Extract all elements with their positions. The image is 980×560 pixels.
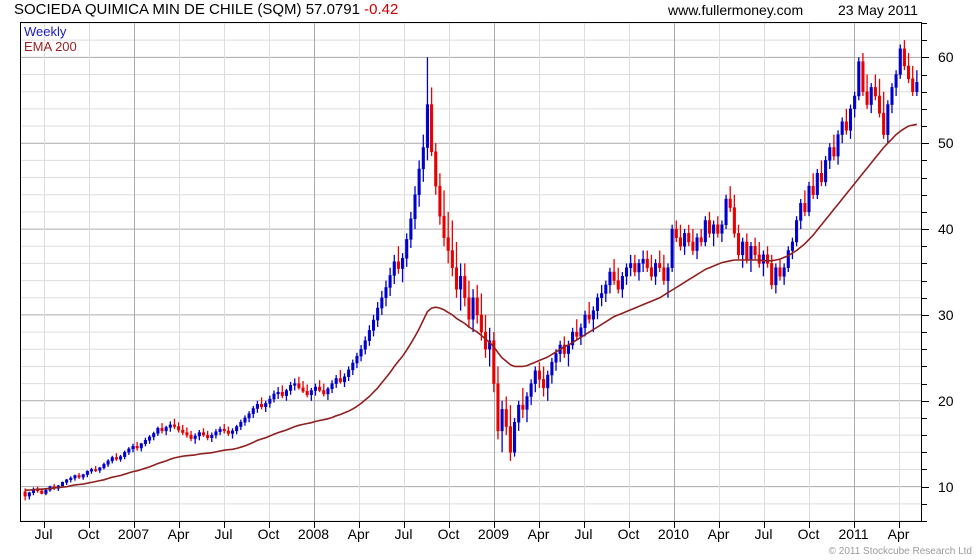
x-axis-tick: [404, 522, 405, 528]
chart-canvas-wrapper: [21, 23, 921, 521]
candlestick-chart-svg: [21, 23, 921, 521]
copyright-notice: © 2011 Stockcube Research Ltd: [828, 546, 972, 557]
x-axis-tick: [179, 522, 180, 528]
x-axis-label: Jul: [34, 526, 53, 542]
y-axis-tick: [922, 177, 927, 179]
y-axis-label: 50: [938, 135, 954, 152]
y-axis-tick: [922, 314, 929, 316]
x-axis-label: Oct: [437, 526, 460, 542]
chart-legend: Weekly EMA 200: [24, 24, 77, 54]
y-axis-tick: [922, 332, 927, 334]
x-axis-tick: [314, 522, 315, 528]
x-axis-tick: [764, 522, 765, 528]
x-axis-tick: [539, 522, 540, 528]
x-axis-label: Apr: [887, 526, 910, 542]
y-axis-tick: [922, 280, 927, 282]
x-axis-label: Apr: [347, 526, 370, 542]
y-axis-tick: [922, 366, 927, 368]
y-axis-tick: [922, 57, 929, 59]
x-axis-label: 2008: [297, 526, 330, 542]
x-axis-label: Jul: [574, 526, 593, 542]
y-axis-tick: [922, 23, 927, 24]
x-axis-tick: [854, 522, 855, 528]
y-axis-tick: [922, 521, 927, 522]
y-axis-tick: [922, 74, 927, 76]
x-axis-label: Oct: [257, 526, 280, 542]
x-axis-tick: [89, 522, 90, 528]
y-axis-label: 60: [938, 49, 954, 66]
x-axis-label: Oct: [797, 526, 820, 542]
x-axis-tick: [629, 522, 630, 528]
x-axis-label: 2011: [838, 526, 869, 542]
x-axis-tick: [584, 522, 585, 528]
x-axis-tick: [719, 522, 720, 528]
legend-item-ema200: EMA 200: [24, 39, 77, 54]
y-axis-tick: [922, 263, 927, 265]
instrument-name: SOCIEDA QUIMICA MIN DE CHILE (SQM): [14, 1, 302, 18]
y-axis-tick: [922, 452, 927, 454]
y-axis-tick: [922, 486, 929, 488]
y-axis-tick: [922, 108, 927, 110]
x-axis-tick: [674, 522, 675, 528]
x-axis-label: Oct: [617, 526, 640, 542]
x-axis-tick: [134, 522, 135, 528]
y-axis-tick: [922, 211, 927, 213]
x-axis-tick: [269, 522, 270, 528]
y-axis-tick: [922, 40, 927, 42]
x-axis-tick: [224, 522, 225, 528]
x-axis-label: 2007: [117, 526, 150, 542]
y-axis-tick: [922, 91, 927, 93]
last-price: 57.0791: [305, 1, 360, 18]
y-axis-label: 40: [938, 221, 954, 238]
y-axis-tick: [922, 503, 927, 505]
y-axis-label: 30: [938, 306, 954, 323]
y-axis-tick: [922, 297, 927, 299]
x-axis-label: 2009: [477, 526, 510, 542]
y-axis-tick: [922, 160, 927, 162]
y-axis-tick: [922, 246, 927, 248]
y-axis-tick: [922, 469, 927, 471]
x-axis-label: Apr: [707, 526, 730, 542]
chart-header: SOCIEDA QUIMICA MIN DE CHILE (SQM) 57.07…: [0, 0, 980, 22]
x-axis-label: Jul: [214, 526, 233, 542]
chart-date: 23 May 2011: [838, 2, 918, 18]
website-label: www.fullermoney.com: [668, 2, 804, 18]
x-axis-tick: [494, 522, 495, 528]
x-axis-label: Jul: [394, 526, 413, 542]
x-axis-label: 2010: [657, 526, 690, 542]
legend-item-weekly: Weekly: [24, 24, 67, 39]
x-axis-label: Jul: [754, 526, 773, 542]
y-axis-tick: [922, 194, 927, 196]
y-axis-tick: [922, 435, 927, 437]
x-axis-tick: [44, 522, 45, 528]
y-axis-tick: [922, 143, 929, 145]
x-axis-tick: [809, 522, 810, 528]
y-axis-tick: [922, 383, 927, 385]
x-axis-label: Oct: [77, 526, 100, 542]
chart-plot-area[interactable]: [20, 22, 922, 522]
y-axis-tick: [922, 229, 929, 231]
y-axis-label: 10: [938, 478, 954, 495]
y-axis-tick: [922, 400, 929, 402]
y-axis-tick: [922, 349, 927, 351]
y-axis-tick: [922, 417, 927, 419]
y-axis-tick: [922, 126, 927, 128]
x-axis-tick: [899, 522, 900, 528]
x-axis-label: Apr: [527, 526, 550, 542]
y-axis-label: 20: [938, 392, 954, 409]
page-title: SOCIEDA QUIMICA MIN DE CHILE (SQM) 57.07…: [14, 1, 398, 18]
x-axis-tick: [359, 522, 360, 528]
price-change: -0.42: [364, 1, 399, 18]
x-axis-tick: [449, 522, 450, 528]
x-axis-label: Apr: [167, 526, 190, 542]
